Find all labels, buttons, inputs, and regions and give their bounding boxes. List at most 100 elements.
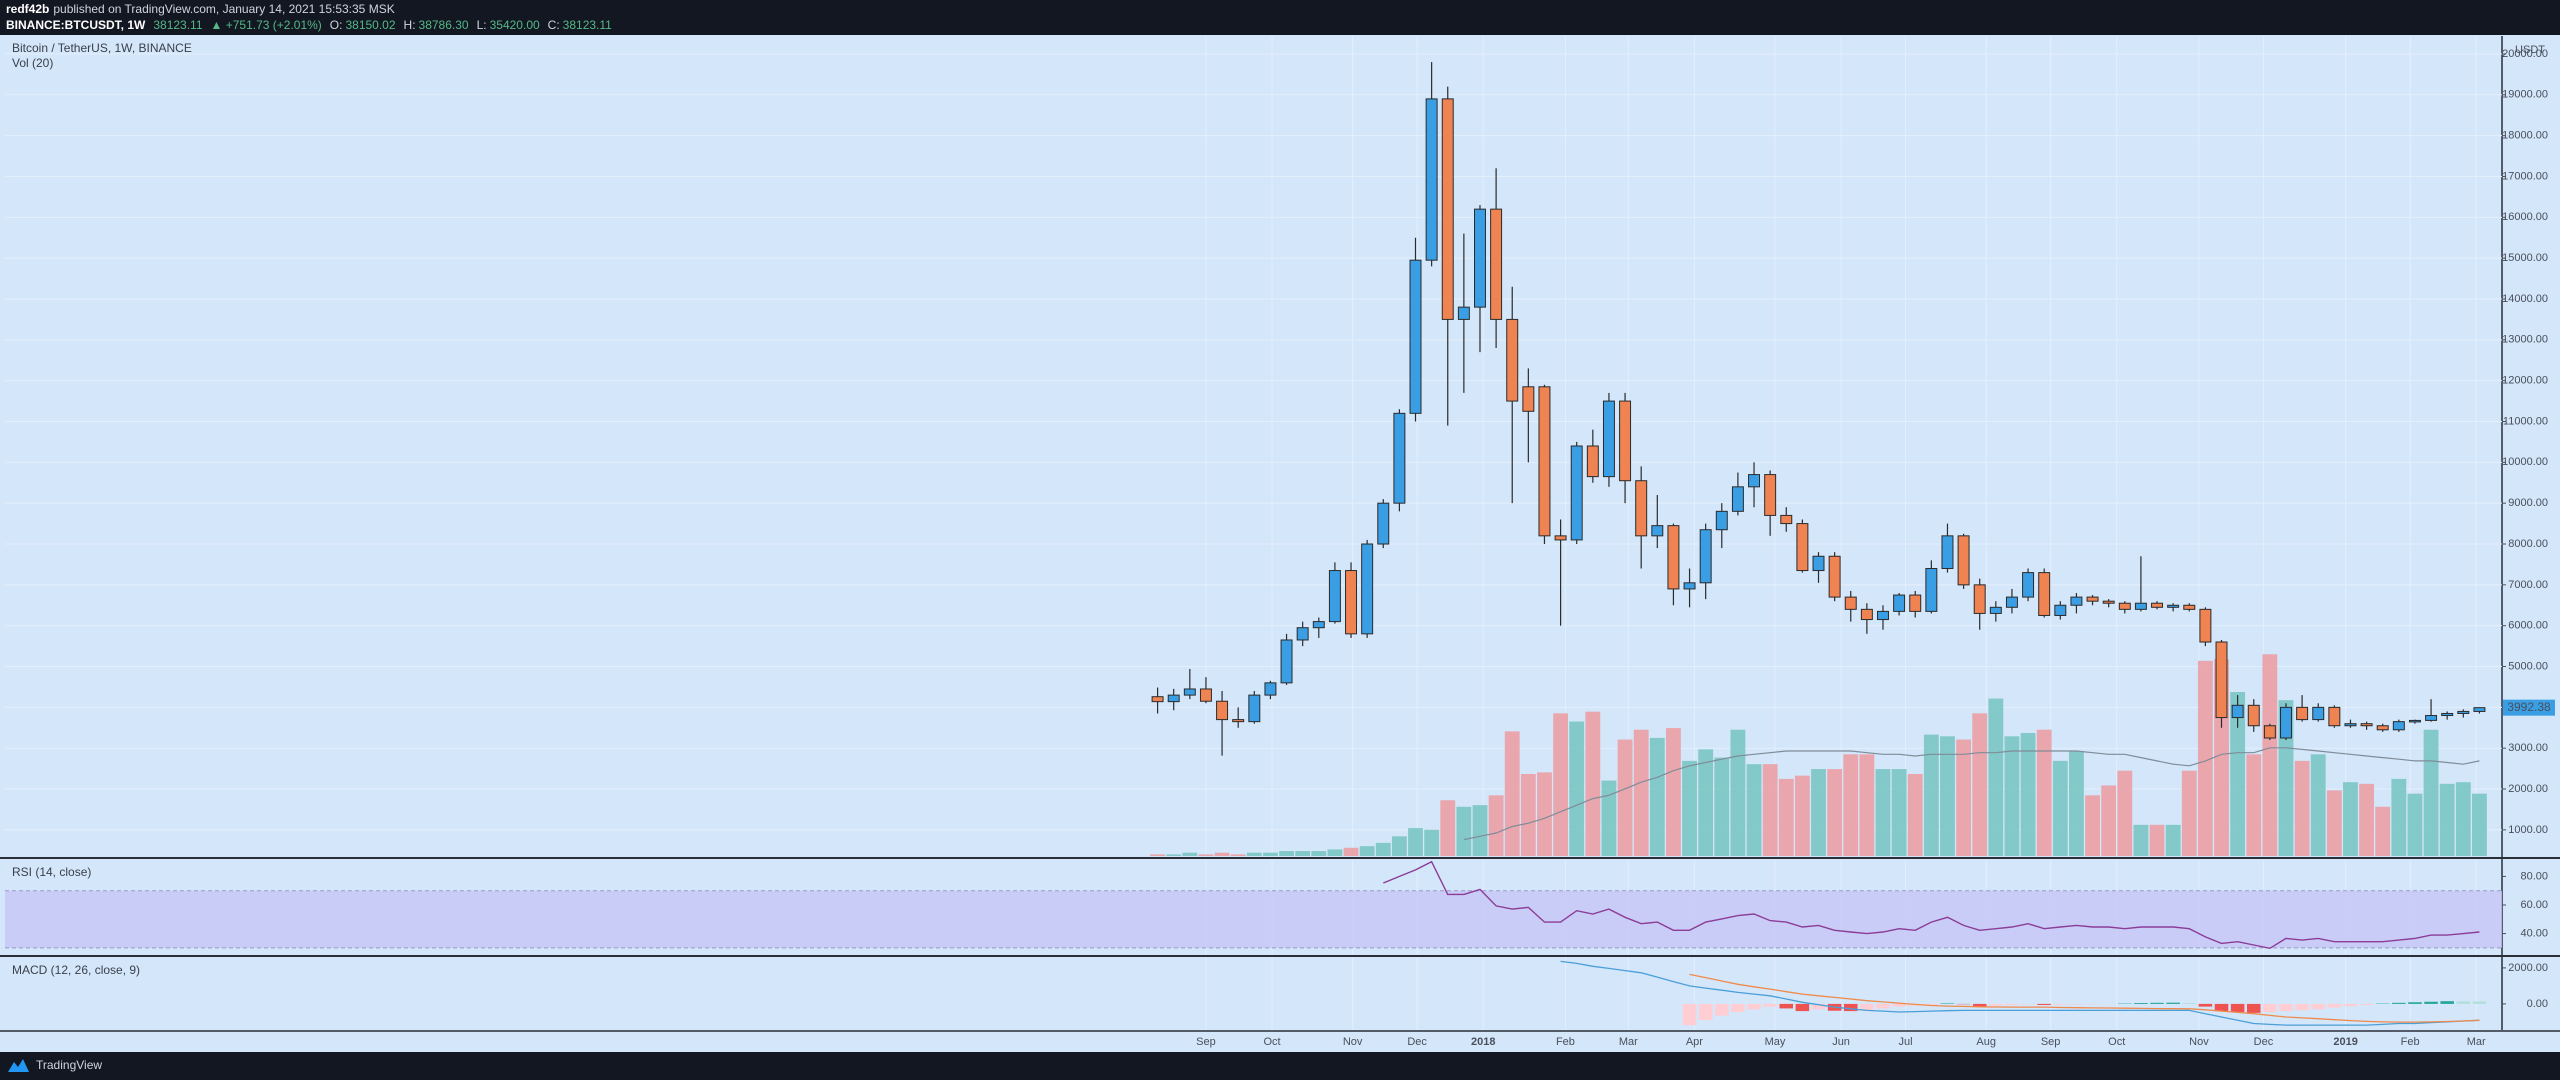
last-price-label: 3992.38 xyxy=(2507,700,2551,714)
volume-bar xyxy=(2004,736,2020,856)
candle-body xyxy=(1312,621,1325,629)
y-tick-label: 8000.00 xyxy=(2508,538,2548,550)
volume-bar xyxy=(2246,754,2262,856)
macd-line xyxy=(1560,960,2480,1026)
candle-body xyxy=(2070,596,2083,606)
volume-bar xyxy=(1601,780,1617,856)
candle-body xyxy=(1812,555,1825,572)
y-tick-label: 16000.00 xyxy=(2502,211,2548,223)
published: published on TradingView.com, January 14… xyxy=(53,2,394,16)
candle-body xyxy=(2441,712,2454,717)
candle-body xyxy=(1199,688,1212,702)
volume-bar xyxy=(1617,739,1633,856)
macd-histogram-bar xyxy=(2295,1003,2309,1011)
y-tick-label: 2000.00 xyxy=(2508,783,2548,795)
candle-body xyxy=(1232,719,1245,723)
macd-histogram-bar xyxy=(1731,1003,1745,1012)
candle-body xyxy=(2312,706,2325,721)
x-tick-label: Dec xyxy=(1407,1036,1427,1048)
candle-body xyxy=(1699,529,1712,584)
volume-bar xyxy=(2085,795,2100,856)
macd-histogram-bar xyxy=(2359,1003,2374,1005)
h-label: H: xyxy=(404,18,416,32)
macd-histogram-bar xyxy=(1940,1003,1955,1004)
last-price: 38123.11 xyxy=(153,18,202,32)
macd-histogram-bar xyxy=(2472,1001,2487,1004)
high-value: 38786.30 xyxy=(419,18,469,32)
macd-histogram-bar xyxy=(2005,1003,2019,1005)
volume-bar xyxy=(1440,800,1456,856)
candle-body xyxy=(1683,582,1696,590)
volume-bar xyxy=(1391,836,1407,856)
x-tick-label: Jun xyxy=(1832,1036,1850,1048)
macd-histogram-bar xyxy=(1972,1003,1987,1007)
y-tick-label: 7000.00 xyxy=(2508,579,2548,591)
y-tick-label: 60.00 xyxy=(2520,899,2548,911)
candle-body xyxy=(2425,715,2438,721)
volume-bar xyxy=(1246,852,1262,856)
y-tick-label: 17000.00 xyxy=(2502,170,2548,182)
volume-bar xyxy=(1730,729,1746,856)
volume-bar xyxy=(2165,824,2181,856)
candle-body xyxy=(2005,596,2018,608)
x-tick-label: Jul xyxy=(1899,1036,1913,1048)
candle-body xyxy=(2183,604,2196,610)
y-tick-label: 20000.00 xyxy=(2502,48,2548,60)
volume-bar xyxy=(1311,851,1327,856)
volume-bar xyxy=(2069,751,2084,856)
macd-histogram-bar xyxy=(1779,1003,1794,1009)
candle-body xyxy=(1893,594,1906,612)
candle-body xyxy=(1183,688,1196,696)
macd-histogram-bar xyxy=(2198,1003,2213,1007)
volume-bar xyxy=(1682,760,1697,856)
volume-bar xyxy=(1166,854,1182,856)
volume-title: Vol (20) xyxy=(12,56,53,70)
close-value: 38123.11 xyxy=(563,18,612,32)
x-tick-label: Aug xyxy=(1976,1036,1996,1048)
volume-bar xyxy=(2197,660,2213,856)
candle-body xyxy=(1264,682,1277,696)
macd-histogram-bar xyxy=(1811,1003,1826,1010)
candle-body xyxy=(1780,514,1793,525)
y-tick-label: 9000.00 xyxy=(2508,497,2548,509)
macd-histogram-bar xyxy=(2343,1003,2358,1007)
candle-body xyxy=(1409,259,1422,414)
candle-body xyxy=(2199,608,2212,643)
candle-body xyxy=(1925,568,1938,612)
volume-bar xyxy=(1666,728,1681,856)
candle-body xyxy=(1748,474,1761,488)
volume-bar xyxy=(1972,713,1988,856)
macd-histogram-bar xyxy=(2392,1002,2406,1004)
y-tick-label: 15000.00 xyxy=(2502,252,2548,264)
volume-bar xyxy=(1472,805,1488,856)
candle-body xyxy=(1328,570,1341,623)
candle-body xyxy=(1570,445,1583,541)
macd-histogram-bar xyxy=(1763,1003,1777,1007)
volume-bar xyxy=(1762,764,1778,856)
volume-ma-line xyxy=(1463,747,2480,841)
macd-histogram-bar xyxy=(2263,1003,2277,1012)
candle-body xyxy=(1667,525,1680,590)
chart-area xyxy=(0,35,2560,1052)
candle-body xyxy=(1151,696,1164,703)
candle-body xyxy=(1844,596,1857,610)
volume-bar xyxy=(1424,829,1440,856)
volume-bar xyxy=(1811,769,1826,856)
volume-bar xyxy=(2052,760,2068,856)
candle-body xyxy=(2134,602,2147,610)
volume-bar xyxy=(2149,824,2165,856)
candle-body xyxy=(1441,98,1454,320)
candle-body xyxy=(2457,710,2470,714)
x-tick-label: Mar xyxy=(2467,1036,2486,1048)
x-tick-label: Feb xyxy=(2401,1036,2420,1048)
volume-bar xyxy=(1327,849,1343,856)
candle-body xyxy=(1377,502,1390,545)
candle-body xyxy=(1731,486,1744,512)
brand: TradingView xyxy=(36,1058,102,1072)
volume-bar xyxy=(1504,731,1520,856)
macd-histogram-bar xyxy=(2440,1001,2454,1004)
volume-bar xyxy=(1537,772,1552,856)
macd-histogram-bar xyxy=(1747,1003,1761,1010)
macd-histogram-bar xyxy=(1989,1003,2003,1006)
candle-body xyxy=(2086,596,2099,602)
